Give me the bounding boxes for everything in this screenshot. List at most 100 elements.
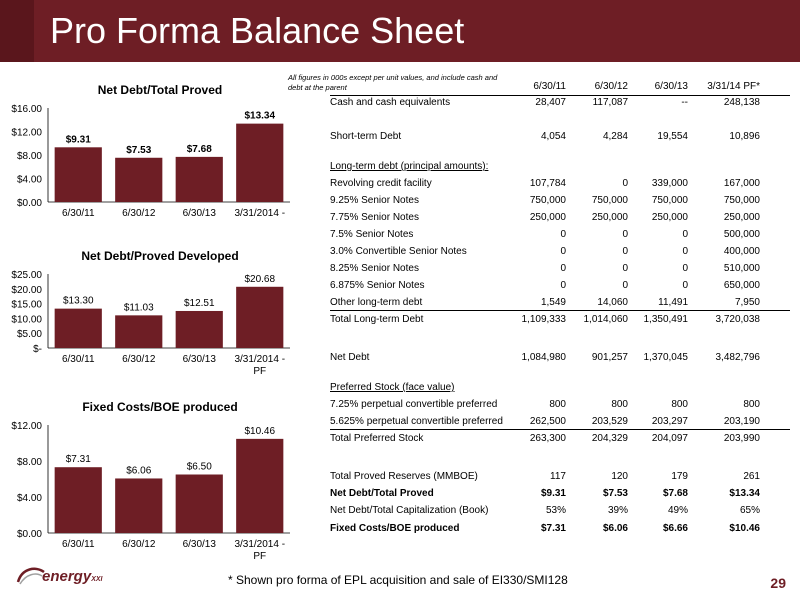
x-tick-label: 6/30/12	[122, 208, 156, 218]
table-cell: 0	[682, 280, 688, 291]
x-tick-label: 3/31/2014 -	[234, 539, 285, 550]
table-row: Net Debt/Total Capitalization (Book) 53% 3…	[330, 505, 790, 519]
row-label: Preferred Stock (face value)	[330, 382, 455, 393]
table-cell: 0	[682, 263, 688, 274]
data-label: $7.68	[187, 144, 212, 155]
table-cell: 203,529	[591, 416, 628, 427]
data-label: $11.03	[124, 302, 154, 313]
y-tick-label: $-	[33, 344, 42, 355]
row-label: 5.625% perpetual convertible preferred	[330, 416, 503, 427]
footnote: * Shown pro forma of EPL acquisition and…	[228, 573, 568, 587]
column-header: 3/31/14 PF*	[707, 81, 760, 92]
table-row: Cash and cash equivalents 28,407 117,087 --…	[330, 97, 790, 111]
y-tick-label: $8.00	[17, 151, 42, 162]
table-cell: 750,000	[723, 195, 760, 206]
chart-title: Net Debt/Proved Developed	[81, 249, 238, 263]
table-cell: 250,000	[591, 212, 628, 223]
row-label: Other long-term debt	[330, 297, 423, 308]
bar	[115, 315, 163, 348]
table-cell: 250,000	[651, 212, 688, 223]
table-cell: 0	[682, 229, 688, 240]
table-cell: 400,000	[723, 246, 760, 257]
table-cell: 1,109,333	[521, 314, 567, 325]
row-label: Net Debt	[330, 352, 370, 363]
data-label: $20.68	[244, 274, 275, 285]
table-row: Total Proved Reserves (MMBOE) 117 120 179 26…	[330, 471, 790, 485]
table-cell: 262,500	[529, 416, 566, 427]
table-cell: 339,000	[651, 178, 688, 189]
table-cell: 10,896	[729, 131, 760, 142]
table-cell: 204,329	[591, 433, 628, 444]
table-cell: $6.66	[662, 523, 688, 534]
table-cell: 117	[550, 471, 566, 482]
bar	[54, 467, 102, 533]
x-tick-label: 6/30/13	[183, 354, 217, 365]
company-logo: energyXXI	[8, 562, 103, 590]
table-cell: --	[681, 97, 688, 108]
row-label: Net Debt/Total Proved	[330, 488, 434, 499]
table-cell: 0	[622, 263, 628, 274]
logo-text: energyXXI	[42, 568, 103, 585]
table-row: Revolving credit facility 107,784 0 339,000…	[330, 178, 790, 192]
row-label: 3.0% Convertible Senior Notes	[330, 246, 467, 257]
table-cell: 120	[611, 471, 628, 482]
table-row: Total Long-term Debt 1,109,333 1,014,060 1,…	[330, 314, 790, 328]
table-cell: 4,284	[602, 131, 628, 142]
table-row: 6.875% Senior Notes 0 0 0 650,000	[330, 280, 790, 294]
column-header: 6/30/11	[533, 81, 566, 92]
column-header: 6/30/13	[654, 81, 688, 92]
data-label: $6.06	[126, 465, 151, 476]
table-row: Preferred Stock (face value)	[330, 382, 790, 396]
table-row: 7.25% perpetual convertible preferred 800…	[330, 399, 790, 413]
table-cell: 248,138	[723, 97, 760, 108]
table-cell: 65%	[739, 505, 760, 516]
y-tick-label: $0.00	[17, 529, 42, 540]
table-rule	[330, 429, 790, 430]
table-cell: 750,000	[529, 195, 566, 206]
chart-svg: Fixed Costs/BOE produced $0.00 $4.00 $8.00 $…	[11, 400, 290, 562]
table-cell: $6.06	[602, 523, 628, 534]
units-note: All figures in 000s except per unit valu…	[288, 73, 498, 92]
table-cell: 167,000	[723, 178, 760, 189]
row-label: Short-term Debt	[330, 131, 402, 142]
table-row: Short-term Debt 4,054 4,284 19,554 10,896	[330, 131, 790, 145]
x-tick-label: 6/30/12	[122, 539, 156, 550]
table-cell: 0	[622, 229, 628, 240]
table-cell: 11,491	[658, 297, 688, 308]
row-label: Fixed Costs/BOE produced	[330, 523, 460, 534]
table-cell: $7.68	[662, 488, 688, 499]
bar	[115, 478, 163, 533]
table-cell: 0	[560, 246, 566, 257]
table-cell: 14,060	[597, 297, 628, 308]
bar	[115, 157, 163, 202]
table-rule	[330, 310, 790, 311]
x-tick-label: 6/30/11	[62, 208, 95, 218]
page-number: 29	[770, 575, 786, 591]
bar	[54, 308, 102, 348]
table-cell: 203,990	[723, 433, 760, 444]
table-cell: 901,257	[591, 352, 628, 363]
x-tick-label: 6/30/13	[183, 208, 217, 218]
table-row: 7.5% Senior Notes 0 0 0 500,000	[330, 229, 790, 243]
table-cell: 0	[682, 246, 688, 257]
chart-title: Net Debt/Total Proved	[98, 83, 222, 97]
table-cell: 0	[560, 280, 566, 291]
table-row: 9.25% Senior Notes 750,000 750,000 750,000 7…	[330, 195, 790, 209]
table-cell: 0	[622, 178, 628, 189]
table-cell: $10.46	[729, 523, 760, 534]
row-label: 7.5% Senior Notes	[330, 229, 414, 240]
data-label: $7.53	[126, 145, 151, 156]
table-cell: 800	[549, 399, 566, 410]
row-label: 9.25% Senior Notes	[330, 195, 419, 206]
row-label: Net Debt/Total Capitalization (Book)	[330, 505, 489, 516]
column-header: 6/30/12	[594, 81, 628, 92]
data-label: $9.31	[66, 134, 91, 145]
table-cell: 1,350,491	[643, 314, 689, 325]
table-cell: 3,482,796	[715, 352, 761, 363]
table-cell: 750,000	[591, 195, 628, 206]
row-label: 7.25% perpetual convertible preferred	[330, 399, 498, 410]
table-cell: 204,097	[651, 433, 688, 444]
row-label: 7.75% Senior Notes	[330, 212, 419, 223]
title-bar: Pro Forma Balance Sheet	[0, 0, 800, 62]
y-tick-label: $20.00	[11, 285, 42, 296]
